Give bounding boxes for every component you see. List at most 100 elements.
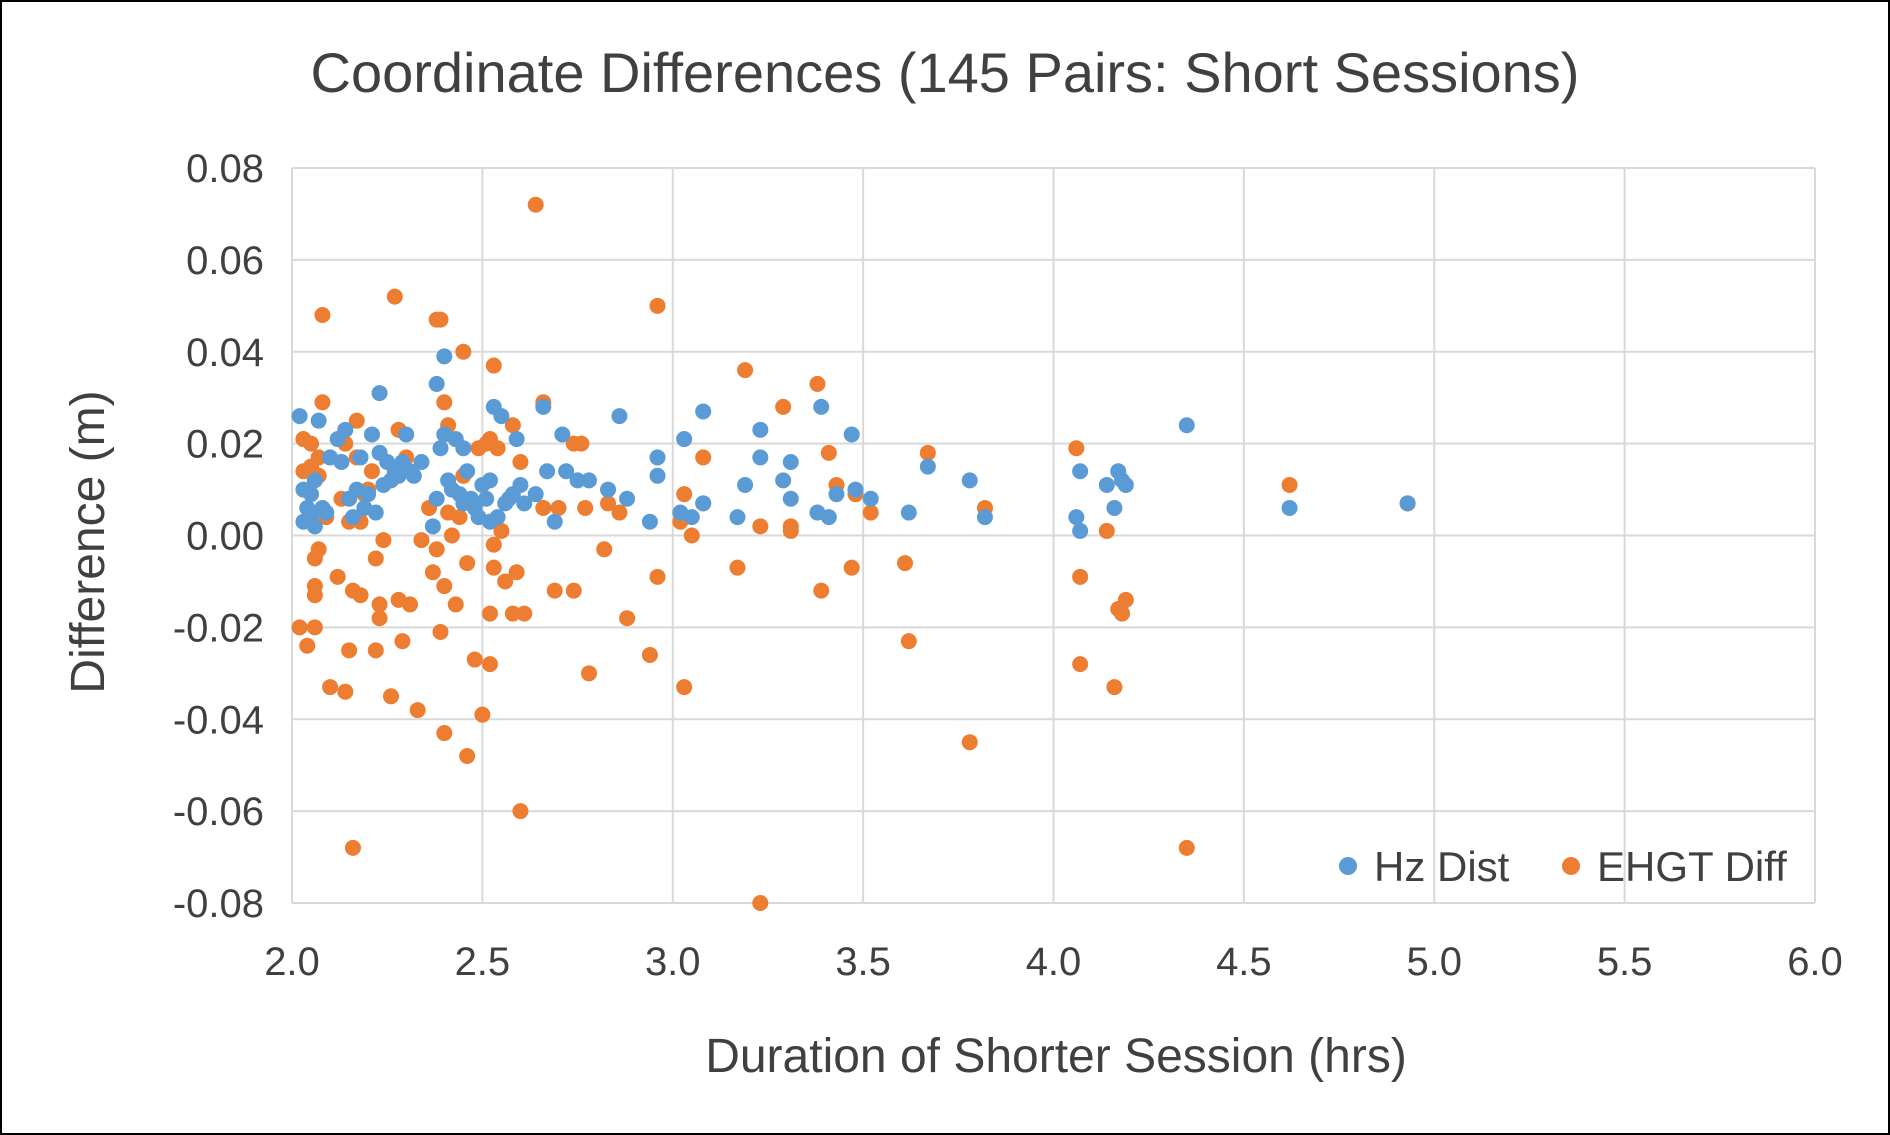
point-ehgt-diff	[344, 839, 361, 856]
point-ehgt-diff	[649, 297, 666, 314]
point-hz-dist	[405, 467, 422, 484]
point-hz-dist	[1072, 463, 1089, 480]
legend-marker-ehgt-diff	[1562, 857, 1580, 875]
x-tick-label: 5.5	[1597, 940, 1653, 984]
point-ehgt-diff	[512, 454, 529, 470]
point-hz-dist	[782, 490, 799, 507]
point-hz-dist	[291, 408, 308, 425]
legend: Hz Dist EHGT Diff	[1339, 843, 1787, 890]
point-hz-dist	[813, 398, 830, 415]
point-hz-dist	[333, 454, 350, 470]
point-hz-dist	[1098, 476, 1115, 493]
point-hz-dist	[493, 408, 510, 425]
y-tick-label: 0.04	[186, 331, 264, 375]
point-hz-dist	[558, 463, 575, 480]
point-ehgt-diff	[775, 398, 792, 415]
y-axis-title: Difference (m)	[62, 390, 115, 693]
point-ehgt-diff	[485, 536, 502, 553]
point-ehgt-diff	[493, 522, 510, 539]
point-hz-dist	[432, 440, 449, 457]
point-ehgt-diff	[447, 596, 464, 613]
point-hz-dist	[580, 472, 597, 489]
point-hz-dist	[862, 490, 879, 507]
chart-title: Coordinate Differences (145 Pairs: Short…	[311, 41, 1580, 104]
point-ehgt-diff	[676, 486, 693, 503]
x-tick-label: 3.5	[835, 940, 891, 984]
point-ehgt-diff	[504, 605, 521, 622]
point-hz-dist	[360, 486, 377, 503]
point-ehgt-diff	[1098, 522, 1115, 539]
point-ehgt-diff	[862, 504, 879, 521]
point-ehgt-diff	[367, 642, 384, 659]
point-ehgt-diff	[424, 564, 441, 581]
point-ehgt-diff	[641, 646, 658, 663]
point-ehgt-diff	[485, 559, 502, 576]
y-tick-label: 0.08	[186, 147, 264, 191]
point-hz-dist	[1281, 499, 1298, 516]
point-hz-dist	[318, 504, 335, 521]
point-ehgt-diff	[481, 605, 498, 622]
point-hz-dist	[828, 486, 845, 503]
x-tick-label: 6.0	[1787, 940, 1843, 984]
point-ehgt-diff	[580, 665, 597, 682]
point-ehgt-diff	[809, 375, 826, 392]
point-ehgt-diff	[683, 527, 700, 544]
point-hz-dist	[1117, 476, 1134, 493]
y-tick-label: -0.04	[173, 698, 264, 742]
point-ehgt-diff	[459, 555, 476, 572]
point-ehgt-diff	[1106, 679, 1123, 696]
point-ehgt-diff	[497, 573, 514, 590]
point-ehgt-diff	[729, 559, 746, 576]
point-hz-dist	[676, 431, 693, 448]
point-ehgt-diff	[371, 596, 388, 613]
x-tick-label: 2.0	[264, 940, 320, 984]
point-ehgt-diff	[329, 568, 346, 585]
point-ehgt-diff	[310, 449, 327, 466]
point-ehgt-diff	[512, 803, 529, 820]
point-ehgt-diff	[363, 463, 380, 480]
point-ehgt-diff	[577, 499, 594, 516]
point-hz-dist	[363, 426, 380, 443]
y-axis-ticks: 0.08 0.06 0.04 0.02 0.00 -0.02 -0.04 -0.06 -0.08	[173, 147, 264, 926]
point-ehgt-diff	[432, 623, 449, 640]
point-hz-dist	[459, 463, 476, 480]
point-ehgt-diff	[371, 610, 388, 627]
point-ehgt-diff	[527, 196, 544, 213]
point-ehgt-diff	[459, 748, 476, 764]
point-hz-dist	[847, 481, 864, 498]
y-tick-label: -0.08	[173, 882, 264, 926]
point-hz-dist	[641, 513, 658, 530]
point-ehgt-diff	[432, 311, 449, 328]
point-ehgt-diff	[382, 688, 399, 705]
point-ehgt-diff	[337, 683, 354, 700]
point-ehgt-diff	[1114, 605, 1131, 622]
point-ehgt-diff	[466, 651, 483, 668]
point-ehgt-diff	[611, 504, 628, 521]
point-hz-dist	[428, 490, 445, 507]
point-ehgt-diff	[394, 633, 411, 650]
y-tick-label: 0.00	[186, 515, 264, 559]
point-hz-dist	[569, 472, 586, 489]
point-hz-dist	[1068, 509, 1085, 526]
point-hz-dist	[546, 513, 563, 530]
point-ehgt-diff	[314, 307, 331, 323]
point-hz-dist	[306, 472, 323, 489]
point-ehgt-diff	[504, 417, 521, 434]
point-ehgt-diff	[348, 412, 365, 429]
point-hz-dist	[512, 476, 529, 493]
x-tick-label: 4.5	[1216, 940, 1272, 984]
point-ehgt-diff	[303, 435, 320, 452]
point-hz-dist	[371, 385, 388, 402]
point-hz-dist	[306, 518, 323, 535]
point-ehgt-diff	[402, 596, 419, 613]
y-tick-label: -0.06	[173, 790, 264, 834]
point-hz-dist	[478, 490, 495, 507]
point-ehgt-diff	[752, 518, 769, 535]
point-ehgt-diff	[291, 619, 308, 636]
x-tick-label: 4.0	[1026, 940, 1082, 984]
point-hz-dist	[1399, 495, 1416, 512]
point-hz-dist	[337, 421, 354, 438]
point-ehgt-diff	[695, 449, 712, 466]
